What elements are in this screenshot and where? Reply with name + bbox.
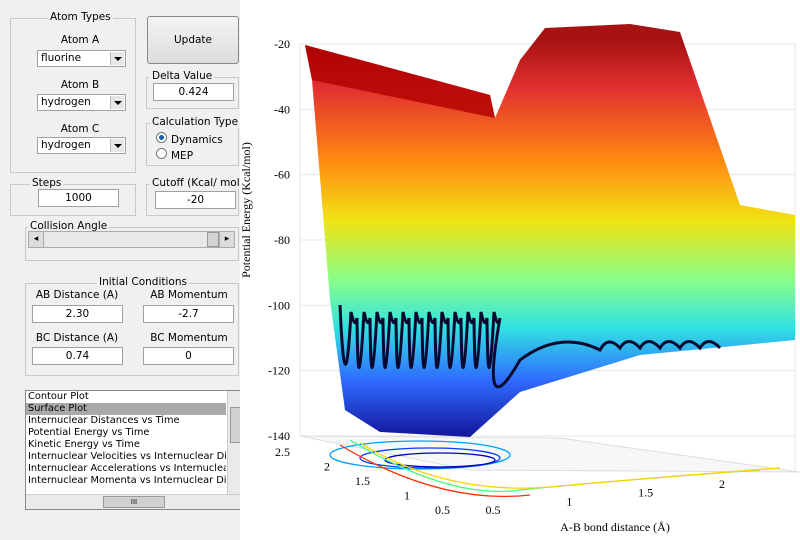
update-button[interactable]: Update <box>147 16 239 64</box>
panel-title: Calculation Type <box>150 116 241 128</box>
trajectory <box>338 304 722 389</box>
text-input[interactable]: 0.424 <box>153 83 234 101</box>
z-tick-label: -140 <box>268 429 290 443</box>
dropdown[interactable]: fluorine <box>37 50 126 67</box>
steps-panel <box>10 184 136 216</box>
z-tick-label: -20 <box>274 37 290 51</box>
panel-title: Cutoff (Kcal/ mol) <box>150 177 246 189</box>
dropdown-value: fluorine <box>41 52 82 64</box>
x-tick-label: 1.5 <box>638 486 653 500</box>
list-item[interactable]: Contour Plot <box>28 391 89 402</box>
panel-title: Initial Conditions <box>97 276 189 288</box>
x-tick-label: 2 <box>719 477 725 491</box>
dropdown-value: hydrogen <box>41 139 91 151</box>
list-item[interactable]: Kinetic Energy vs Time <box>28 439 140 450</box>
y-tick-label: 2.5 <box>275 445 290 459</box>
list-item[interactable]: Potential Energy vs Time <box>28 427 150 438</box>
scroll-thumb: III <box>103 496 165 508</box>
list-item[interactable]: Internuclear Accelerations vs Internucle… <box>28 463 226 474</box>
dropdown-value: hydrogen <box>41 96 91 108</box>
text-input[interactable]: 0.74 <box>32 347 123 365</box>
radio-option[interactable]: Dynamics <box>156 132 223 146</box>
slider[interactable]: ◂ ▸ <box>28 231 235 248</box>
radio-label: MEP <box>171 150 194 162</box>
angle-panel <box>25 227 239 261</box>
text-input[interactable]: 2.30 <box>32 305 123 323</box>
panel-title: Delta Value <box>150 70 215 82</box>
list-item[interactable]: Internuclear Velocities vs Internuclear … <box>28 451 226 462</box>
y-tick-label: 1.5 <box>355 474 370 488</box>
surface-plot: Potential Energy (Kcal/mol) A-B bond dis… <box>240 0 800 540</box>
z-tick-label: -100 <box>268 298 290 312</box>
z-tick-label: -40 <box>274 102 290 116</box>
panel-title: Steps <box>30 177 64 189</box>
z-tick-label: -60 <box>274 168 290 182</box>
y-tick-label: 0.5 <box>435 503 450 517</box>
y-tick-label: 1 <box>404 489 410 503</box>
radio-label: Dynamics <box>171 134 223 146</box>
radio-option[interactable]: MEP <box>156 148 193 162</box>
list-item[interactable]: Internuclear Distances vs Time <box>28 415 180 426</box>
text-input[interactable]: 1000 <box>38 189 119 207</box>
text-input[interactable]: -20 <box>155 191 236 209</box>
text-input[interactable]: -2.7 <box>143 305 234 323</box>
x-tick-label: 0.5 <box>486 503 501 517</box>
text-input[interactable]: 0 <box>143 347 234 365</box>
x-axis-label: A-B bond distance (Å) <box>560 520 670 534</box>
x-tick-label: 1 <box>566 494 572 508</box>
z-tick-label: -80 <box>274 233 290 247</box>
label: BC Momentum <box>150 332 228 344</box>
y-tick-label: 2 <box>324 460 330 474</box>
dropdown[interactable]: hydrogen <box>37 137 126 154</box>
label: BC Distance (A) <box>35 332 119 344</box>
panel-title: Collision Angle <box>28 220 110 232</box>
z-axis-label: Potential Energy (Kcal/mol) <box>240 142 253 278</box>
plot-listbox[interactable]: Contour Plot Surface Plot Internuclear Dis… <box>25 390 243 510</box>
z-tick-label: -120 <box>268 364 290 378</box>
label: Atom B <box>60 79 100 91</box>
label: AB Momentum <box>150 289 228 301</box>
label: AB Distance (A) <box>35 289 119 301</box>
label: Atom C <box>60 123 100 135</box>
list-item[interactable]: Surface Plot <box>26 403 226 415</box>
list-item[interactable]: Internuclear Momenta vs Internuclear Dis… <box>28 475 226 486</box>
panel-title: Atom Types <box>48 11 113 23</box>
dropdown[interactable]: hydrogen <box>37 94 126 111</box>
label: Atom A <box>60 34 100 46</box>
